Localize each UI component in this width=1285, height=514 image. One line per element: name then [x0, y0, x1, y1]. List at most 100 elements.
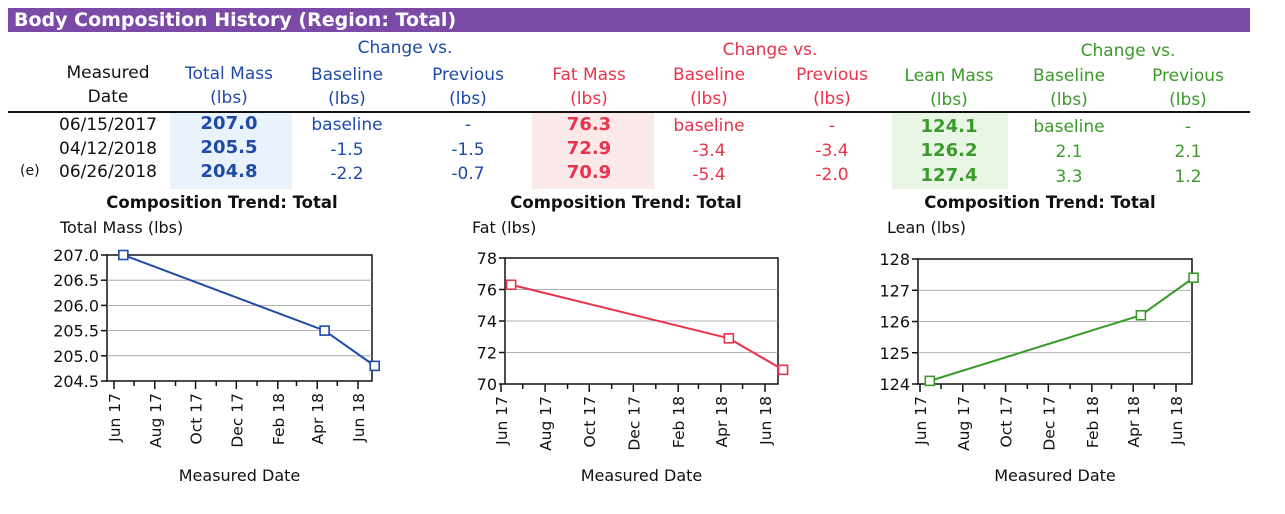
- header-total-previous-unit: (lbs): [449, 89, 487, 109]
- header-change-vs-total: Change vs.: [357, 38, 453, 58]
- report-title-bar: Body Composition History (Region: Total): [8, 8, 1250, 32]
- row-2-date: 04/12/2018: [59, 139, 157, 159]
- composition-table: Change vs. Change vs. Change vs. Measure…: [0, 0, 1285, 200]
- x-tick-label: Aug 17: [955, 396, 973, 451]
- total-mass-highlight: [170, 113, 292, 189]
- x-tick-label: Aug 17: [537, 396, 555, 451]
- header-fat-mass: Fat Mass: [552, 65, 626, 85]
- row-2-total-baseline: -1.5: [330, 140, 364, 160]
- row-3-fat-baseline: -5.4: [692, 165, 726, 185]
- row-1-fat-baseline: baseline: [673, 116, 745, 136]
- chart-title: Composition Trend: Total: [510, 193, 741, 212]
- report-title: Body Composition History (Region: Total): [14, 9, 457, 31]
- row-3-lean: 127.4: [920, 165, 978, 186]
- row-2-lean-baseline: 2.1: [1055, 142, 1083, 162]
- row-3-lean-previous: 1.2: [1174, 167, 1202, 187]
- data-point: [369, 360, 381, 372]
- data-point: [723, 333, 735, 344]
- row-2-fat-baseline: -3.4: [692, 141, 726, 161]
- y-tick-label: 126: [879, 313, 910, 332]
- row-2-total-previous: -1.5: [451, 140, 485, 160]
- y-tick-label: 76: [477, 281, 497, 300]
- x-tick-label: Feb 18: [670, 396, 688, 448]
- fat-trend-chart: Composition Trend: Total Fat (lbs) 70 72 74 7…: [472, 193, 789, 485]
- header-fat-mass-unit: (lbs): [570, 89, 608, 109]
- x-tick-label: Jun 17: [912, 396, 930, 446]
- header-date: Date: [87, 87, 129, 107]
- lean-mass-highlight: [892, 113, 1008, 189]
- row-1-total-baseline: baseline: [311, 115, 383, 135]
- chart-title: Composition Trend: Total: [924, 193, 1155, 212]
- row-1-fat: 76.3: [566, 114, 612, 135]
- x-tick-label: Jun 18: [757, 396, 775, 446]
- x-tick-label: Oct 17: [998, 396, 1016, 447]
- y-tick-label: 206.0: [53, 296, 99, 315]
- x-axis-label: Measured Date: [994, 466, 1115, 485]
- row-1-lean-previous: -: [1184, 117, 1192, 137]
- row-2-lean-previous: 2.1: [1174, 142, 1202, 162]
- row-1-date: 06/15/2017: [59, 115, 157, 135]
- data-point: [1135, 309, 1147, 321]
- x-tick-label: Jun 17: [106, 393, 124, 443]
- row-3-fat-previous: -2.0: [815, 165, 849, 185]
- row-2-lean: 126.2: [920, 140, 978, 161]
- row-3-lean-baseline: 3.3: [1055, 167, 1083, 187]
- total-mass-trend-chart: Composition Trend: Total Total Mass (lbs)…: [53, 193, 381, 485]
- y-tick-label: 207.0: [53, 246, 99, 265]
- header-fat-baseline: Baseline: [672, 65, 746, 85]
- lean-trend-chart: Composition Trend: Total Lean (lbs) 124 125…: [879, 193, 1199, 485]
- x-tick-label: Dec 17: [625, 396, 643, 451]
- y-tick-label: 78: [477, 249, 497, 268]
- row-2-fat-previous: -3.4: [815, 141, 849, 161]
- row-1-total-previous: -: [464, 115, 472, 135]
- fat-mass-highlight: [532, 113, 654, 189]
- header-divider: [8, 111, 1250, 113]
- x-tick-label: Apr 18: [309, 393, 327, 444]
- header-lean-baseline-unit: (lbs): [1050, 90, 1088, 110]
- y-tick-label: 206.5: [53, 271, 99, 290]
- header-change-vs-lean: Change vs.: [1080, 41, 1176, 61]
- y-axis-label: Fat (lbs): [472, 218, 536, 237]
- data-point: [118, 249, 129, 261]
- y-tick-label: 125: [879, 344, 910, 363]
- y-tick-label: 205.0: [53, 347, 99, 366]
- data-point: [924, 375, 936, 387]
- header-lean-mass-unit: (lbs): [930, 90, 968, 110]
- header-lean-baseline: Baseline: [1032, 66, 1106, 86]
- data-point: [777, 364, 789, 376]
- row-3-marker: (e): [20, 163, 40, 179]
- header-fat-baseline-unit: (lbs): [690, 89, 728, 109]
- header-lean-previous: Previous: [1152, 66, 1224, 86]
- chart-title: Composition Trend: Total: [106, 193, 337, 212]
- x-tick-label: Jun 18: [350, 393, 368, 443]
- row-2-total: 205.5: [200, 137, 258, 158]
- data-point: [319, 325, 330, 336]
- x-tick-label: Feb 18: [1084, 396, 1102, 448]
- y-tick-label: 124: [879, 375, 910, 394]
- row-3-total-baseline: -2.2: [330, 164, 364, 184]
- header-lean-mass: Lean Mass: [904, 66, 994, 86]
- row-1-lean: 124.1: [920, 116, 978, 137]
- row-3-total: 204.8: [200, 161, 258, 182]
- header-total-baseline: Baseline: [310, 65, 384, 85]
- row-3-fat: 70.9: [566, 162, 612, 183]
- header-total-mass-unit: (lbs): [210, 88, 248, 108]
- x-tick-label: Apr 18: [713, 396, 731, 447]
- x-tick-label: Aug 17: [147, 393, 165, 448]
- y-tick-label: 204.5: [53, 372, 99, 391]
- y-axis-label: Total Mass (lbs): [59, 218, 183, 237]
- header-change-vs-fat: Change vs.: [722, 40, 818, 60]
- row-1-lean-baseline: baseline: [1033, 117, 1105, 137]
- x-tick-label: Oct 17: [188, 393, 206, 444]
- x-tick-label: Apr 18: [1125, 396, 1143, 447]
- x-axis-label: Measured Date: [179, 466, 300, 485]
- x-tick-label: Dec 17: [1040, 396, 1058, 451]
- row-1-total: 207.0: [200, 113, 258, 134]
- y-tick-label: 74: [477, 312, 497, 331]
- header-total-mass: Total Mass: [185, 64, 273, 84]
- header-fat-previous-unit: (lbs): [813, 89, 851, 109]
- header-fat-previous: Previous: [796, 65, 868, 85]
- y-tick-label: 70: [477, 375, 497, 394]
- x-tick-label: Jun 18: [1168, 396, 1186, 446]
- y-tick-label: 128: [879, 250, 910, 269]
